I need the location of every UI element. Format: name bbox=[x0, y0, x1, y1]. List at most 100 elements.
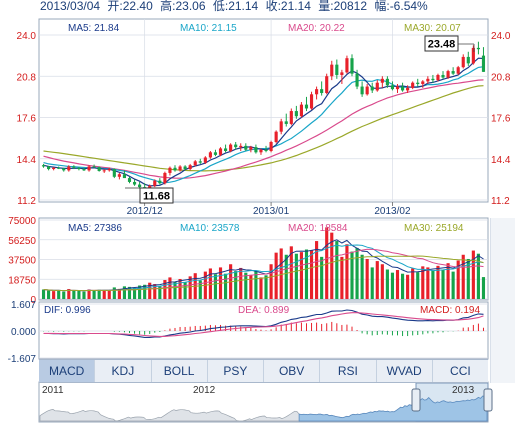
candle-body bbox=[436, 74, 440, 81]
header-change-label: 幅: bbox=[374, 0, 389, 13]
price-y-axis: 24.0 24.0 20.8 20.8 17.6 17.6 14.4 14.4 11.2 11.2 bbox=[17, 31, 511, 207]
volume-bar bbox=[390, 272, 395, 299]
candle bbox=[375, 80, 379, 92]
volume-bar bbox=[451, 271, 455, 299]
candle bbox=[41, 163, 46, 168]
candle-body bbox=[72, 166, 76, 168]
candle-body bbox=[456, 67, 460, 74]
candle-body bbox=[132, 181, 137, 185]
x-tick-label: 2013/02 bbox=[374, 206, 411, 217]
candle bbox=[274, 130, 278, 144]
header-low-label: 低: bbox=[213, 0, 228, 13]
legend-ma30: MA30: 20.07 bbox=[404, 23, 461, 34]
candle-body bbox=[400, 86, 405, 91]
candle bbox=[309, 91, 314, 110]
volume-bar bbox=[77, 290, 81, 299]
volume-bar bbox=[360, 254, 364, 299]
candle bbox=[213, 149, 218, 157]
header-low: 21.14 bbox=[228, 0, 258, 13]
header-close-label: 收: bbox=[266, 0, 281, 13]
candle-body bbox=[264, 149, 268, 152]
candle-body bbox=[183, 166, 187, 170]
candle-body bbox=[411, 82, 415, 88]
candle-body bbox=[62, 168, 66, 171]
volume-bar bbox=[102, 290, 106, 299]
volume-bar bbox=[163, 280, 167, 299]
candle-body bbox=[421, 81, 425, 84]
candle-body bbox=[188, 165, 192, 170]
candle bbox=[183, 165, 187, 171]
candle bbox=[406, 85, 410, 94]
candle bbox=[203, 156, 207, 164]
candle bbox=[304, 96, 309, 112]
tab-wvad[interactable]: WVAD bbox=[377, 360, 433, 382]
candle bbox=[395, 83, 400, 94]
navigator-label-2012: 2012 bbox=[193, 385, 216, 396]
macd-histogram bbox=[43, 321, 484, 337]
candle bbox=[284, 113, 288, 127]
volume-bar bbox=[330, 232, 334, 299]
header-date: 2013/03/04 bbox=[40, 0, 100, 13]
price-ma-lines bbox=[43, 57, 484, 187]
candle bbox=[390, 81, 395, 91]
macd-legend-dif: DIF: 0.996 bbox=[44, 305, 91, 316]
candle bbox=[471, 45, 475, 65]
indicator-scrollbar[interactable] bbox=[490, 218, 515, 383]
candle bbox=[411, 81, 415, 90]
candle bbox=[289, 108, 293, 126]
legend-ma10: MA10: 21.15 bbox=[180, 23, 237, 34]
volume-bar bbox=[208, 268, 212, 299]
candle-body bbox=[178, 166, 182, 171]
header-open: 22.40 bbox=[123, 0, 153, 13]
price-ma30-line bbox=[43, 85, 484, 172]
legend-ma5: MA5: 21.84 bbox=[68, 23, 120, 34]
volume-bar bbox=[239, 267, 243, 299]
tab-obv[interactable]: OBV bbox=[264, 360, 321, 382]
macd-lines bbox=[43, 309, 484, 338]
candle-body bbox=[446, 71, 450, 78]
volume-bar bbox=[254, 270, 258, 299]
candle bbox=[249, 145, 253, 153]
volume-bar bbox=[41, 289, 46, 299]
volume-bar bbox=[375, 261, 379, 299]
navigator-right-handle[interactable] bbox=[483, 388, 493, 412]
candle-body bbox=[451, 71, 455, 74]
candle bbox=[173, 165, 177, 172]
candle-body bbox=[269, 141, 273, 152]
candle-body bbox=[370, 86, 374, 91]
volume-bar bbox=[259, 277, 263, 299]
candle bbox=[127, 176, 132, 184]
candle bbox=[82, 167, 86, 171]
candle-body bbox=[431, 78, 435, 81]
tab-boll[interactable]: BOLL bbox=[152, 360, 208, 382]
price-ma5-line bbox=[43, 57, 484, 187]
tab-macd[interactable]: MACD bbox=[39, 360, 96, 382]
candle bbox=[77, 167, 81, 171]
candle-body bbox=[340, 72, 344, 75]
volume-bar bbox=[249, 274, 253, 299]
candle bbox=[279, 118, 283, 135]
volume-bar bbox=[153, 284, 157, 299]
candle-body bbox=[390, 85, 395, 90]
tab-rsi[interactable]: RSI bbox=[320, 360, 377, 382]
candle-body bbox=[320, 89, 324, 94]
header-volume-label: 量: bbox=[318, 0, 333, 13]
tab-kdj[interactable]: KDJ bbox=[95, 360, 152, 382]
candle bbox=[218, 147, 223, 157]
volume-bar bbox=[82, 291, 86, 299]
candle-body bbox=[112, 169, 116, 177]
price-tick-left: 17.6 bbox=[17, 114, 37, 125]
volume-bar bbox=[299, 252, 303, 299]
candle bbox=[299, 102, 303, 118]
candle bbox=[446, 69, 450, 79]
navigator-left-handle[interactable] bbox=[411, 388, 421, 412]
volume-bar bbox=[471, 250, 475, 299]
candle bbox=[52, 167, 56, 171]
volume-bar bbox=[446, 263, 450, 299]
volume-bar bbox=[421, 266, 425, 299]
volume-bar bbox=[234, 271, 238, 299]
tab-cci[interactable]: CCI bbox=[450, 364, 471, 378]
tab-psy[interactable]: PSY bbox=[208, 360, 264, 382]
candle bbox=[62, 167, 66, 172]
candle-body bbox=[426, 78, 430, 82]
